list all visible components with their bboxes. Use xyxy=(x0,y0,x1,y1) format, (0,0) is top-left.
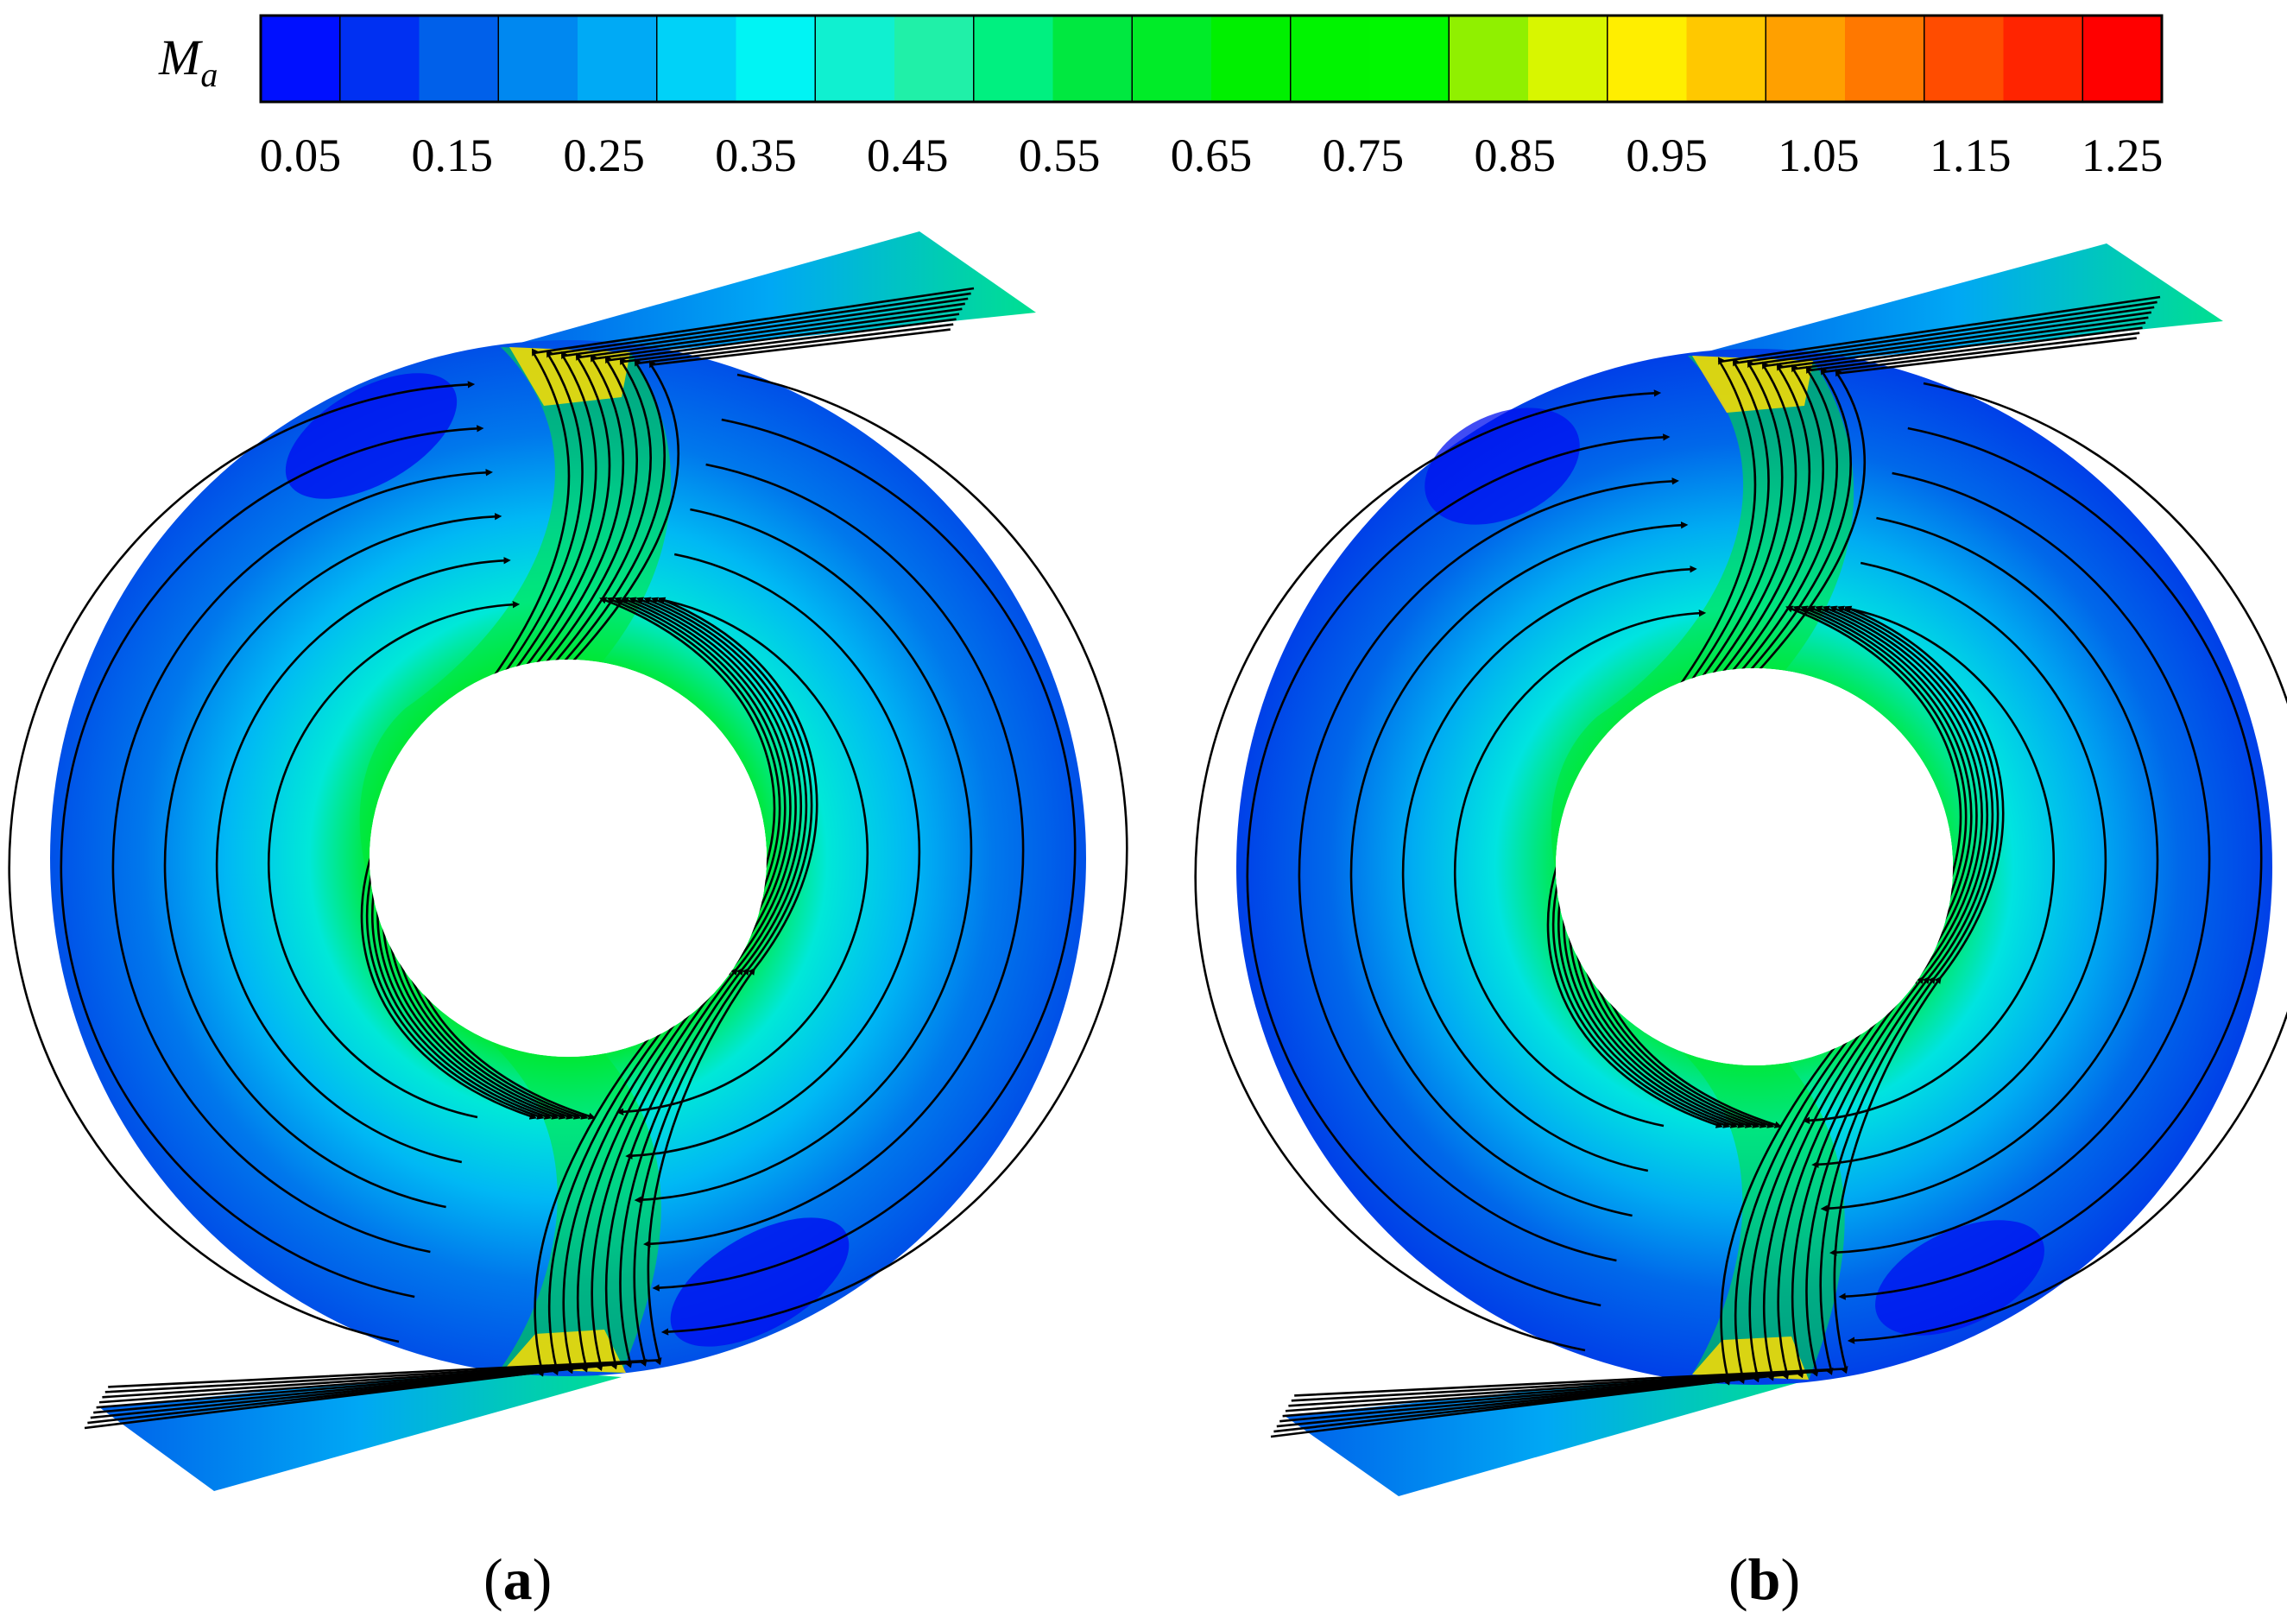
colorbar-variable-label: Ma xyxy=(158,29,218,94)
colorbar-swatch xyxy=(2082,16,2163,102)
colorbar-swatches xyxy=(261,16,2163,102)
colorbar-tick-label: 1.25 xyxy=(2082,130,2164,181)
panel-a-vortex-upper xyxy=(285,373,458,499)
colorbar-swatch xyxy=(1845,16,1925,102)
streamline xyxy=(643,463,1025,1248)
streamline xyxy=(1811,561,2107,1168)
streamline xyxy=(634,508,973,1204)
panel-a-annulus xyxy=(50,340,1086,1376)
streamline xyxy=(1847,382,2287,1344)
colorbar-tick-label: 0.65 xyxy=(1171,130,1253,181)
streamline xyxy=(1349,521,1689,1217)
streamline xyxy=(1829,471,2211,1256)
colorbar-tick-label: 0.25 xyxy=(563,130,645,181)
colorbar-swatch xyxy=(736,16,816,102)
colorbar-tick-label: 0.55 xyxy=(1019,130,1101,181)
colorbar-swatch xyxy=(1924,16,2005,102)
colorbar-swatch xyxy=(1528,16,1608,102)
colorbar-tick-labels: 0.05 0.15 0.25 0.35 0.45 0.55 0.65 0.75 0.85 0.95… xyxy=(260,130,2164,181)
streamline xyxy=(111,469,493,1254)
colorbar-tick-label: 0.75 xyxy=(1323,130,1405,181)
panel-a-streamlines xyxy=(8,287,1128,1430)
panel-b-annulus xyxy=(1236,349,2272,1385)
panel-b-streamlines xyxy=(1194,295,2287,1438)
streamline xyxy=(1838,427,2263,1300)
streamline xyxy=(1802,606,2056,1124)
streamline xyxy=(60,425,484,1299)
streamline xyxy=(267,601,521,1119)
streamline xyxy=(625,553,921,1160)
colorbar-tick-label: 0.05 xyxy=(260,130,342,181)
colorbar-swatch xyxy=(1607,16,1688,102)
colorbar-swatch xyxy=(1290,16,1371,102)
colorbar-tick-label: 0.45 xyxy=(867,130,949,181)
panel-a: (a) xyxy=(8,231,1128,1612)
colorbar-swatch xyxy=(2003,16,2083,102)
hub-mask xyxy=(1556,668,1953,1065)
colorbar-swatch xyxy=(815,16,895,102)
colorbar-tick-label: 0.95 xyxy=(1626,130,1708,181)
colorbar-variable-symbol: M xyxy=(158,29,203,85)
panel-b: (b) xyxy=(1194,243,2287,1612)
colorbar-swatch xyxy=(894,16,975,102)
streamline xyxy=(1820,516,2159,1212)
panel-b-label: (b) xyxy=(1728,1546,1800,1612)
streamline xyxy=(1298,477,1679,1262)
colorbar-tick-label: 1.15 xyxy=(1930,130,2012,181)
colorbar-tick-label: 1.05 xyxy=(1778,130,1860,181)
colorbar-swatch xyxy=(339,16,420,102)
panel-a-label: (a) xyxy=(483,1546,552,1612)
colorbar-swatch xyxy=(419,16,499,102)
colorbar-tick-label: 0.35 xyxy=(715,130,797,181)
panel-b-upper-nozzle xyxy=(1692,243,2223,363)
colorbar-swatch xyxy=(973,16,1054,102)
colorbar-variable-subscript: a xyxy=(200,55,218,94)
streamline xyxy=(8,381,476,1343)
streamline xyxy=(616,597,869,1115)
streamline xyxy=(1194,389,1662,1352)
colorbar-swatch xyxy=(1052,16,1133,102)
colorbar-swatch xyxy=(656,16,737,102)
colorbar-swatch xyxy=(1766,16,1846,102)
streamline xyxy=(163,513,502,1209)
colorbar-swatch xyxy=(261,16,341,102)
hub-mask xyxy=(370,660,767,1057)
colorbar-swatch xyxy=(1449,16,1529,102)
colorbar-swatch xyxy=(1211,16,1292,102)
colorbar-tick-label: 0.15 xyxy=(411,130,493,181)
colorbar-frame xyxy=(259,14,2164,104)
panel-b-vortex-upper xyxy=(1425,408,1580,525)
colorbar-swatch xyxy=(498,16,578,102)
streamline xyxy=(1246,433,1671,1307)
colorbar-swatch xyxy=(1132,16,1212,102)
colorbar-tick-label: 0.85 xyxy=(1474,130,1556,181)
streamline xyxy=(1453,610,1707,1128)
colorbar-swatch xyxy=(1686,16,1766,102)
streamline xyxy=(215,557,511,1164)
streamline xyxy=(652,418,1077,1292)
panel-a-upper-nozzle xyxy=(505,231,1036,356)
streamline xyxy=(660,373,1128,1336)
colorbar-swatch xyxy=(1369,16,1450,102)
colorbar: Ma 0.05 0.15 0.25 0.35 0.45 0.55 0.65 0.75 0.85 0… xyxy=(158,14,2164,181)
streamline xyxy=(1401,566,1697,1172)
colorbar-swatch xyxy=(578,16,658,102)
